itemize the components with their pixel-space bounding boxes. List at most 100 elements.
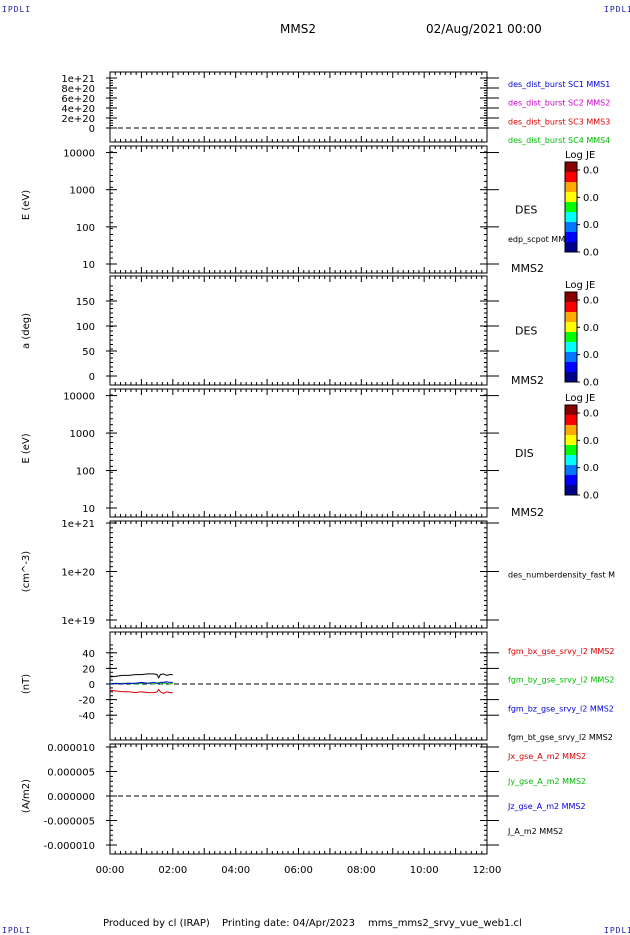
y-tick-label-des_energy: 100 — [76, 223, 95, 234]
colorbar-title-2: Log JE — [565, 280, 595, 291]
y-axis-label-density: (cm^-3) — [21, 551, 32, 592]
corner-label-top-right: IPDLI — [604, 5, 630, 14]
y-axis-label-des_pitch: a (deg) — [21, 313, 32, 349]
colorbar-title-3: Log JE — [565, 393, 595, 404]
time-axis-label: 02:00 — [158, 865, 187, 876]
colorbar-segment-1 — [565, 242, 577, 253]
y-tick-label-density: 1e+20 — [61, 568, 95, 579]
time-axis-label: 12:00 — [473, 865, 502, 876]
corner-label-bottom-left: IPDLI — [2, 926, 32, 935]
legend-entry-b_field: fgm_bz_gse_srvy_l2 MMS2 — [508, 704, 614, 713]
legend-entry-current: Jz_gse_A_m2 MMS2 — [507, 802, 586, 811]
y-tick-label-current: 0.000000 — [47, 792, 95, 803]
series-line-fgm_by_gse_srvy_l2 MMS2 — [109, 681, 173, 685]
colorbar-title-1: Log JE — [565, 150, 595, 161]
footer-produced-by: Produced by cl (IRAP) — [103, 918, 210, 929]
overlay-label-des_energy: edp_scpot MMS2 — [508, 235, 575, 244]
legend-entry-b_field: fgm_bt_gse_srvy_l2 MMS2 — [508, 733, 613, 742]
y-tick-label-current: 0.000010 — [47, 743, 95, 754]
colorbar-tick-label-3: 0.0 — [583, 409, 599, 420]
legend-entry-b_field: fgm_bx_gse_srvy_l2 MMS2 — [508, 647, 614, 656]
y-tick-label-des_energy: 1000 — [70, 186, 95, 197]
y-tick-label-dis_energy: 1000 — [70, 429, 95, 440]
colorbar-segment-3 — [565, 485, 577, 496]
colorbar-segment-2 — [565, 342, 577, 353]
time-axis-label: 04:00 — [221, 865, 250, 876]
colorbar-segment-2 — [565, 312, 577, 323]
colorbar-segment-3 — [565, 445, 577, 456]
corner-label-bottom-right: IPDLI — [604, 926, 630, 935]
time-axis-label: 00:00 — [96, 865, 125, 876]
colorbar-segment-2 — [565, 322, 577, 333]
time-axis-label: 10:00 — [410, 865, 439, 876]
y-tick-label-dis_energy: 10 — [82, 504, 95, 515]
instrument-label-des_energy: DES — [515, 204, 537, 217]
instrument-label-des_pitch: DES — [515, 325, 537, 338]
colorbar-segment-3 — [565, 435, 577, 446]
panel-frame-des_energy — [109, 145, 488, 274]
legend-entry-b_field: fgm_by_gse_srvy_l2 MMS2 — [508, 676, 614, 685]
y-tick-label-b_field: 0 — [89, 680, 95, 691]
colorbar-tick-label-1: 0.0 — [583, 248, 599, 259]
colorbar-segment-1 — [565, 192, 577, 203]
y-tick-label-b_field: 40 — [82, 649, 95, 660]
colorbar-segment-2 — [565, 372, 577, 383]
colorbar-tick-label-2: 0.0 — [583, 323, 599, 334]
y-tick-label-current: 0.000005 — [47, 768, 95, 779]
instrument-label-dis_energy: DIS — [515, 447, 534, 460]
y-axis-label-b_field: (nT) — [21, 674, 32, 694]
legend-entry-density: des_numberdensity_fast M — [508, 571, 615, 580]
colorbar-segment-2 — [565, 362, 577, 373]
colorbar-segment-1 — [565, 182, 577, 193]
footer-product: mms_mms2_srvy_vue_web1.cl — [368, 918, 522, 929]
y-tick-label-des_energy: 10 — [82, 260, 95, 271]
y-tick-label-des_pitch: 0 — [89, 372, 95, 383]
legend-entry-dist_burst: des_dist_burst SC1 MMS1 — [508, 80, 610, 89]
colorbar-segment-2 — [565, 302, 577, 313]
legend-entry-dist_burst: des_dist_burst SC2 MMS2 — [508, 99, 610, 108]
legend-entry-current: Jy_gse_A_m2 MMS2 — [507, 777, 586, 786]
colorbar-segment-2 — [565, 332, 577, 343]
series-line-fgm_bx_gse_srvy_l2 MMS2 — [109, 688, 173, 694]
panel-frame-density — [109, 520, 488, 629]
colorbar-frame-3 — [564, 404, 578, 496]
colorbar-frame-1 — [564, 161, 578, 253]
colorbar-tick-label-2: 0.0 — [583, 350, 599, 361]
date-title: 02/Aug/2021 00:00 — [426, 22, 542, 36]
sc-label-des_pitch: MMS2 — [511, 374, 544, 387]
y-tick-label-dis_energy: 10000 — [63, 392, 95, 403]
sc-label-dis_energy: MMS2 — [511, 506, 544, 519]
sc-label-des_energy: MMS2 — [511, 262, 544, 275]
colorbar-tick-label-1: 0.0 — [583, 220, 599, 231]
colorbar-tick-label-2: 0.0 — [583, 296, 599, 307]
colorbar-tick-label-1: 0.0 — [583, 166, 599, 177]
colorbar-segment-3 — [565, 465, 577, 476]
colorbar-segment-1 — [565, 212, 577, 223]
y-tick-label-current: -0.000010 — [44, 841, 95, 852]
colorbar-segment-1 — [565, 162, 577, 173]
legend-entry-current: J_A_m2 MMS2 — [507, 827, 563, 836]
colorbar-segment-1 — [565, 232, 577, 243]
time-axis-label: 08:00 — [347, 865, 376, 876]
y-tick-label-des_pitch: 100 — [76, 322, 95, 333]
corner-label-top-left: IPDLI — [2, 5, 32, 14]
colorbar-segment-2 — [565, 292, 577, 303]
legend-entry-dist_burst: des_dist_burst SC3 MMS3 — [508, 117, 610, 126]
y-tick-label-current: -0.000005 — [44, 817, 95, 828]
colorbar-segment-3 — [565, 455, 577, 466]
y-tick-label-dist_burst: 0 — [89, 124, 95, 135]
y-tick-label-des_pitch: 50 — [82, 347, 95, 358]
legend-entry-current: Jx_gse_A_m2 MMS2 — [507, 752, 586, 761]
colorbar-tick-label-2: 0.0 — [583, 378, 599, 389]
colorbar-segment-3 — [565, 405, 577, 416]
y-tick-label-density: 1e+19 — [61, 616, 95, 627]
panel-frame-b_field — [109, 631, 488, 741]
y-tick-label-density: 1e+21 — [61, 519, 95, 530]
colorbar-tick-label-3: 0.0 — [583, 436, 599, 447]
colorbar-frame-2 — [564, 291, 578, 383]
series-line-fgm_bz_gse_srvy_l2 MMS2 — [109, 681, 173, 685]
y-tick-label-dis_energy: 100 — [76, 467, 95, 478]
time-axis-label: 06:00 — [284, 865, 313, 876]
panel-frame-dis_energy — [109, 388, 488, 518]
